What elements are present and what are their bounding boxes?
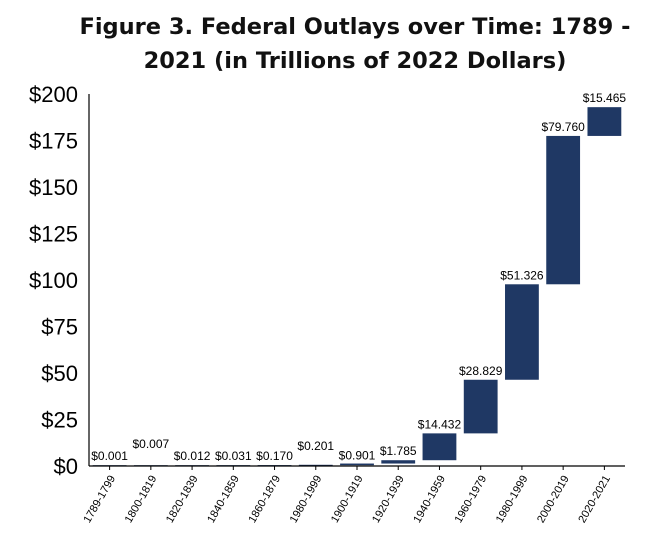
bar	[463, 379, 498, 434]
x-tick-label: 2000-2019	[535, 474, 572, 526]
bar	[587, 107, 622, 136]
x-tick-label: 1800-1819	[123, 474, 160, 526]
bar	[298, 464, 333, 466]
y-tick-label: $125	[29, 222, 78, 247]
data-label: $0.012	[174, 449, 211, 463]
bar	[422, 433, 457, 461]
data-label: $15.465	[583, 91, 627, 105]
y-tick-label: $75	[41, 315, 78, 340]
bars-group: $0.001 $0.007 $0.012 $0.031 $0.170 $0.201 $0.9…	[91, 91, 626, 466]
data-label: $0.007	[132, 437, 169, 451]
x-tick-label: 1920-1939	[370, 474, 407, 526]
y-tick-label: $0	[54, 454, 78, 479]
data-label: $51.326	[500, 268, 544, 282]
y-tick-label: $100	[29, 268, 78, 293]
chart-title-line-1: Figure 3. Federal Outlays over Time: 178…	[79, 14, 631, 40]
bar	[340, 463, 374, 466]
x-tick-label: 1900-1919	[329, 474, 366, 526]
x-axis: 1789-1799 1800-1819 1820-1839 1840-1859 1860…	[82, 465, 625, 526]
y-tick-label: $50	[41, 361, 78, 386]
bar	[505, 284, 539, 380]
data-label: $1.785	[380, 444, 417, 458]
x-tick-label: 2020-2021	[576, 474, 613, 526]
y-tick-label: $200	[29, 82, 78, 107]
y-axis: $0 $25 $50 $75 $100 $125 $150 $175 $200	[29, 82, 90, 479]
chart-title-line-2: 2021 (in Trillions of 2022 Dollars)	[143, 48, 567, 74]
data-label: $0.201	[297, 439, 334, 453]
data-label: $79.760	[541, 120, 585, 134]
y-tick-label: $175	[29, 129, 78, 154]
x-tick-label: 1840-1859	[205, 474, 242, 526]
y-tick-label: $150	[29, 175, 78, 200]
bar	[546, 135, 581, 285]
data-label: $14.432	[418, 417, 462, 431]
data-label: $28.829	[459, 364, 503, 378]
x-tick-label: 1860-1879	[246, 474, 283, 526]
y-tick-label: $25	[41, 408, 78, 433]
x-tick-label: 1789-1799	[82, 474, 119, 526]
data-label: $0.031	[215, 449, 252, 463]
bar	[381, 460, 416, 464]
x-tick-label: 1820-1839	[164, 474, 201, 526]
x-tick-label: 1940-1959	[411, 474, 448, 526]
data-label: $0.001	[91, 449, 128, 463]
chart-title: Figure 3. Federal Outlays over Time: 178…	[60, 10, 650, 78]
x-tick-label: 1980-1999	[288, 474, 325, 526]
data-label: $0.901	[339, 449, 376, 463]
x-tick-label: 1960-1979	[453, 474, 490, 526]
x-tick-label: 1980-1999	[494, 474, 531, 526]
data-label: $0.170	[256, 449, 293, 463]
